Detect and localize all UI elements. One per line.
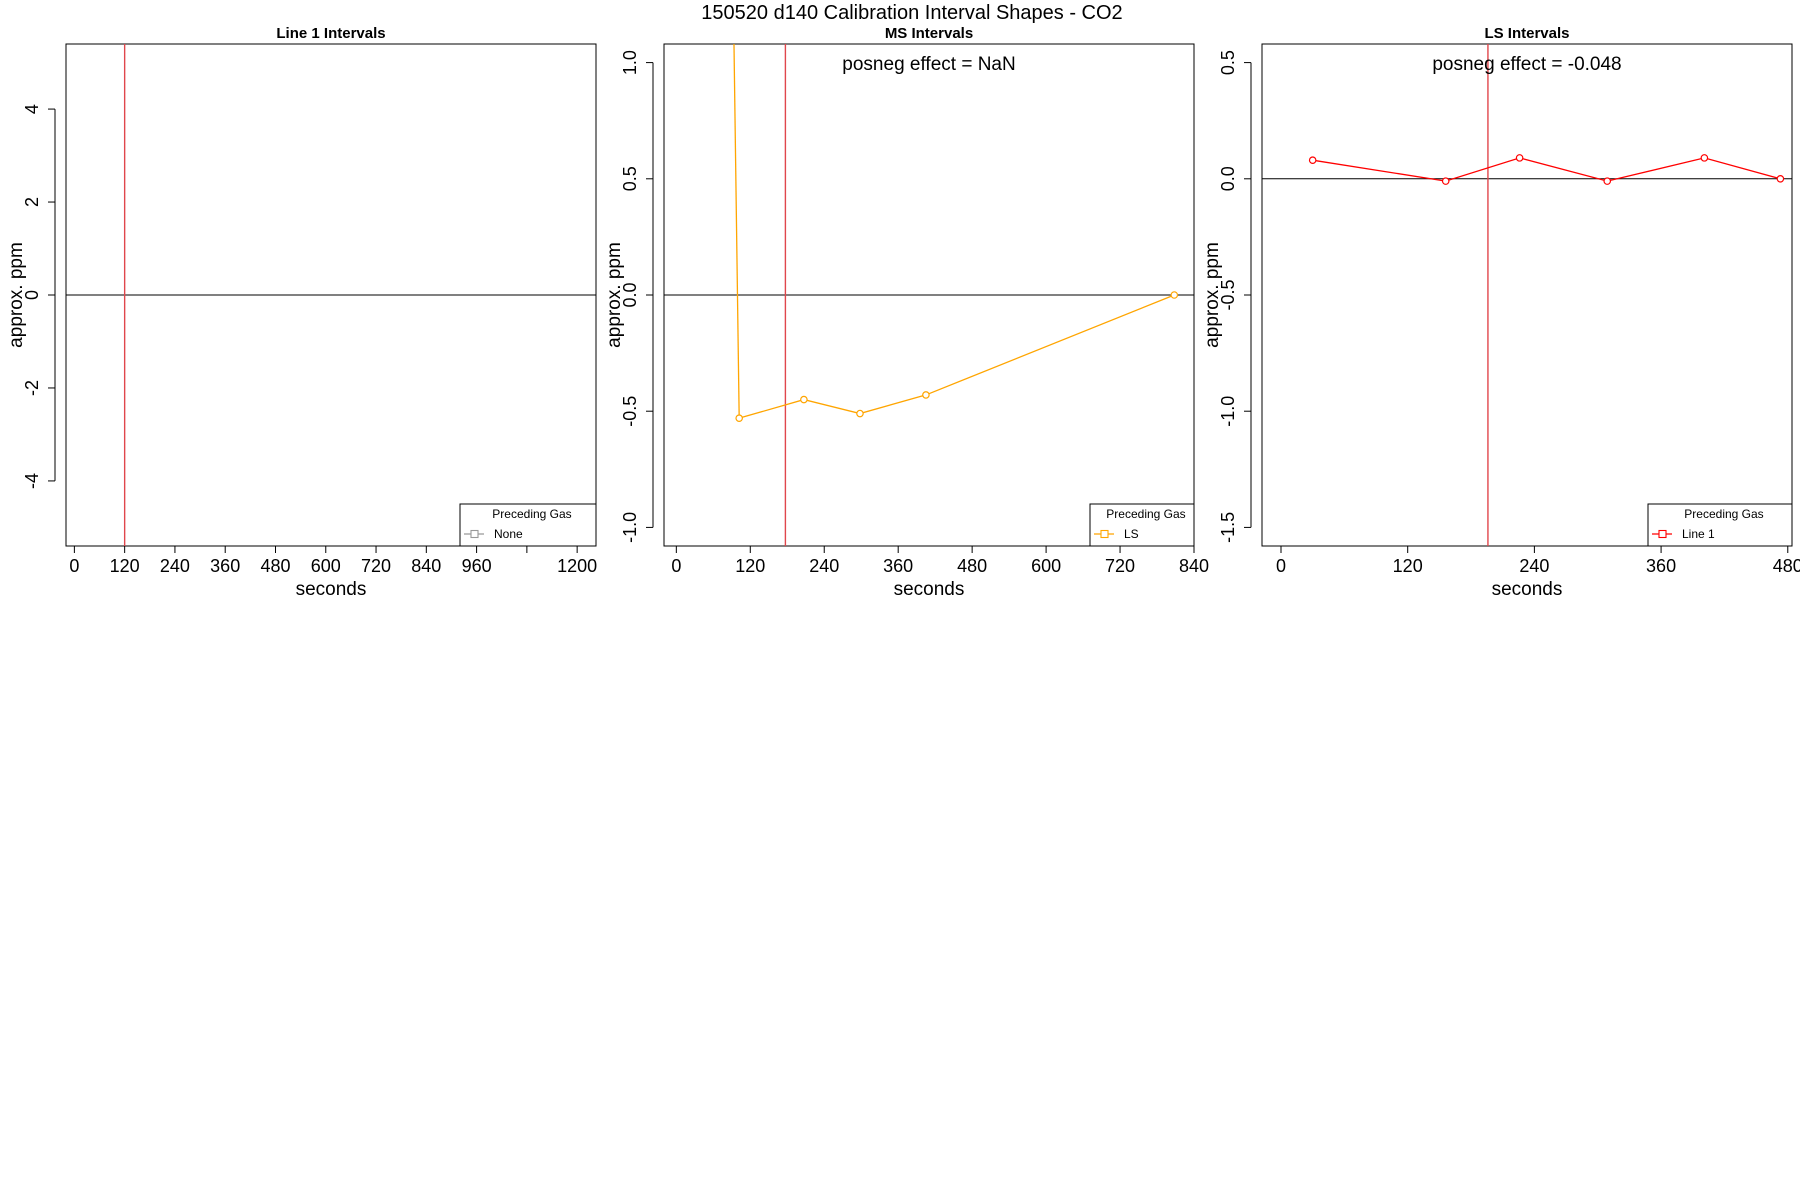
panel-ms-intervals: MS Intervals 0 120 240 360 480 600 720 840 second… [604,25,1209,600]
ms-x-tick-label: 600 [1031,556,1061,576]
line1-plot-area [66,44,596,546]
ms-x-axis-label: seconds [894,579,965,600]
line1-legend-box [459,503,597,547]
line1-x-tick-label: 360 [210,556,240,576]
ls-x-tick-label: 240 [1519,556,1549,576]
ls-legend-title: Preceding Gas [1684,507,1763,521]
ls-plot-box [1261,43,1793,547]
ls-x-tick-label: 120 [1393,556,1423,576]
ls-legend-marker [1658,529,1667,539]
ms-legend-title: Preceding Gas [1106,507,1185,521]
ms-y-tick-label: 0.5 [620,166,640,191]
ls-y-tick-label: 0.0 [1218,166,1238,191]
ls-panel-title: LS Intervals [1484,25,1569,42]
ls-data-point [1603,177,1612,185]
ms-x-tick-label: 840 [1179,556,1209,576]
line1-x-tick-label: 720 [361,556,391,576]
ls-legend-box [1647,503,1793,547]
ms-data-point [922,391,930,399]
line1-x-tick-label: 120 [110,556,140,576]
ls-posneg-annotation: posneg effect = -0.048 [1432,54,1621,75]
ls-y-tick-label: -0.5 [1218,279,1238,310]
ms-y-tick-label: -1.0 [620,512,640,543]
ms-legend-marker [1100,529,1109,539]
ms-x-tick-label: 120 [735,556,765,576]
ms-x-tick-label: 720 [1105,556,1135,576]
ms-plot-area [664,44,1194,546]
line1-y-axis-label: approx. ppm [6,242,27,348]
ls-data-point [1700,154,1709,162]
ls-data-point [1441,177,1450,185]
ms-data-point [735,414,743,422]
ls-x-axis-label: seconds [1492,579,1563,600]
line1-x-tick-label: 1200 [557,556,597,576]
ms-y-axis-label: approx. ppm [604,242,625,348]
ls-x-tick-label: 360 [1646,556,1676,576]
line1-y-tick-label: 0 [22,290,42,300]
line1-x-tick-label: 240 [160,556,190,576]
ms-legend-box [1089,503,1195,547]
line1-legend-title: Preceding Gas [492,507,571,521]
line1-y-tick-label: 2 [22,197,42,207]
ls-y-tick-label: -1.5 [1218,512,1238,543]
line1-legend-label: None [494,527,523,541]
line1-y-tick-label: -4 [22,473,42,489]
line1-panel-title: Line 1 Intervals [276,25,385,42]
figure-title: 150520 d140 Calibration Interval Shapes … [701,2,1122,24]
ms-x-tick-label: 240 [809,556,839,576]
ls-y-tick-label: -1.0 [1218,396,1238,427]
ms-x-tick-label: 0 [671,556,681,576]
ms-x-tick-label: 480 [957,556,987,576]
line1-legend-marker [470,529,479,539]
ms-y-tick-label: 0.0 [620,282,640,307]
ms-y-tick-label: -0.5 [620,396,640,427]
ms-panel-title: MS Intervals [885,25,973,42]
line1-x-tick-label: 600 [311,556,341,576]
line1-y-tick-label: 4 [22,104,42,114]
ms-legend-label: LS [1124,527,1139,541]
ms-data-point [856,409,864,418]
ls-data-point [1776,174,1785,183]
ls-x-tick-label: 0 [1276,556,1286,576]
ls-series-line [1312,157,1781,182]
line1-x-tick-label: 0 [69,556,79,576]
ls-y-tick-label: 0.5 [1218,50,1238,75]
ms-series-lead-in [733,44,740,419]
ms-x-tick-label: 360 [883,556,913,576]
ls-plot-area [1262,44,1792,546]
panel-ls-intervals: LS Intervals 0 120 240 360 480 seconds -1.5 -1.0… [1202,25,1800,600]
ms-data-point [800,395,808,404]
ls-legend-label: Line 1 [1682,527,1715,541]
line1-x-tick-label: 960 [462,556,492,576]
ls-data-point [1515,154,1524,162]
ms-posneg-annotation: posneg effect = NaN [842,54,1015,75]
ls-x-tick-label: 480 [1773,556,1800,576]
ls-y-axis-label: approx. ppm [1202,242,1223,348]
line1-x-tick-label: 840 [411,556,441,576]
line1-x-tick-label: 480 [260,556,290,576]
ms-y-tick-label: 1.0 [620,50,640,75]
ls-data-point [1308,156,1317,165]
ms-data-point [1170,291,1179,299]
line1-x-axis-label: seconds [296,579,367,600]
line1-y-tick-label: -2 [22,380,42,396]
